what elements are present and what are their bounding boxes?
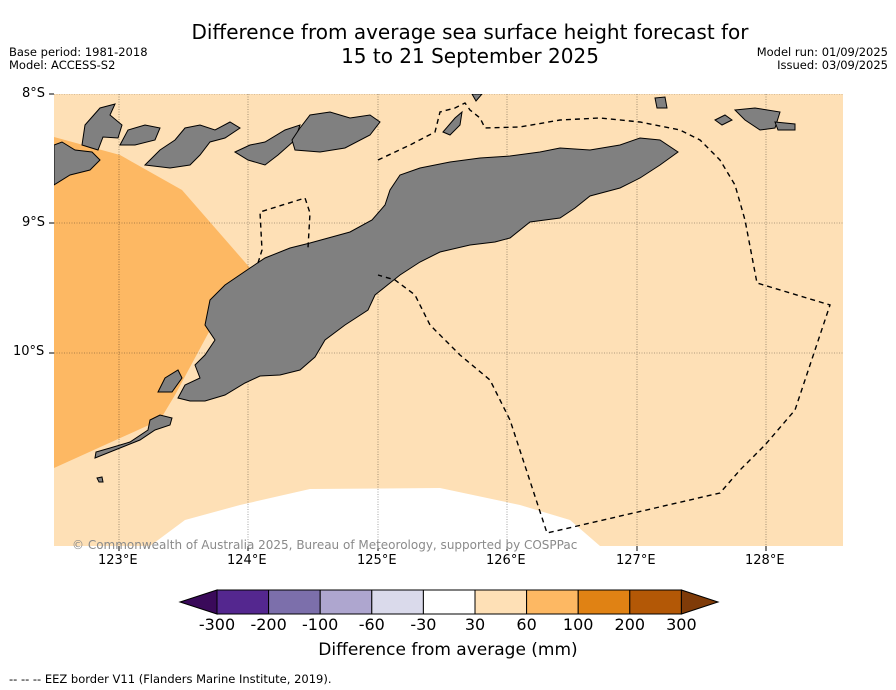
model-run-text: Model run: 01/09/2025 — [756, 45, 888, 59]
alor-east — [119, 124, 161, 146]
colorbar-bin--200--100 — [268, 589, 321, 615]
copyright-text: © Commonwealth of Australia 2025, Bureau… — [72, 538, 578, 552]
colorbar-tick: 300 — [666, 615, 697, 634]
colorbar-bin--300--200 — [216, 589, 270, 615]
north-islet — [471, 94, 483, 102]
colorbar-bin--100--60 — [319, 589, 373, 615]
colorbar-bin--30-30 — [422, 589, 476, 615]
pantar-islands — [143, 121, 241, 169]
meta-right: Model run: 01/09/2025 Issued: 03/09/2025 — [757, 46, 888, 72]
eez-border — [257, 102, 831, 534]
axis-ticks — [49, 93, 767, 551]
base-period-text: Base period: 1981-2018 — [9, 45, 148, 59]
lat-label-9s: 9°S — [22, 215, 46, 230]
model-text: Model: ACCESS-S2 — [9, 58, 116, 72]
colorbar-tick: 200 — [614, 615, 646, 634]
lat-label-10s: 10°S — [13, 344, 45, 359]
colorbar-bin--60--30 — [371, 589, 424, 615]
map-area — [54, 94, 843, 546]
timor-island — [177, 137, 679, 402]
kisar-island — [442, 110, 463, 136]
small-island — [96, 476, 104, 483]
landmasses — [54, 94, 796, 483]
colorbar-tick: 60 — [516, 615, 537, 634]
colorbar-tick: -300 — [198, 615, 236, 634]
lon-label-127e: 127°E — [616, 553, 656, 568]
colorbar-bin-100-200 — [577, 589, 631, 615]
moa-island — [714, 114, 733, 126]
issued-text: Issued: 03/09/2025 — [777, 58, 888, 72]
colorbar-tick: -100 — [302, 615, 339, 634]
title-line-1: Difference from average sea surface heig… — [191, 20, 749, 44]
colorbar-tick: 30 — [464, 615, 486, 634]
anomaly-60-100-region — [54, 137, 250, 468]
lon-label-125e: 125°E — [357, 553, 397, 568]
rote-island — [94, 414, 173, 459]
colorbar-tick: -60 — [358, 615, 385, 634]
colorbar-extend-low — [178, 589, 218, 615]
lon-label-123e: 123°E — [98, 553, 138, 568]
lon-label-126e: 126°E — [486, 553, 526, 568]
lat-label-8s: 8°S — [22, 86, 46, 101]
flores-coast — [54, 141, 101, 186]
colorbar — [178, 589, 720, 615]
leti-island — [654, 96, 668, 109]
colorbar-bin-30-60 — [474, 589, 528, 615]
meta-left: Base period: 1981-2018 Model: ACCESS-S2 — [9, 46, 148, 72]
colorbar-tick: 100 — [562, 615, 594, 634]
colorbar-bin-60-100 — [526, 589, 579, 615]
alor-islands — [81, 103, 123, 151]
colorbar-tick: -30 — [410, 615, 437, 634]
semau-island — [157, 369, 183, 393]
colorbar-title: Difference from average (mm) — [318, 640, 578, 660]
lon-label-124e: 124°E — [227, 553, 267, 568]
title-line-2: 15 to 21 September 2025 — [341, 44, 599, 68]
colorbar-tick: -200 — [250, 615, 287, 634]
lakor-island — [733, 107, 781, 131]
eez-legend-footer: -- -- -- EEZ border V11 (Flanders Marine… — [9, 672, 332, 686]
colorbar-bin-200-300 — [629, 589, 682, 615]
sermata-island — [774, 121, 796, 131]
map-title: Difference from average sea surface heig… — [0, 20, 896, 68]
lon-label-128e: 128°E — [745, 553, 785, 568]
anomaly-neutral-region — [150, 488, 600, 546]
colorbar-extend-high — [680, 589, 720, 615]
atauro-island — [291, 111, 381, 153]
